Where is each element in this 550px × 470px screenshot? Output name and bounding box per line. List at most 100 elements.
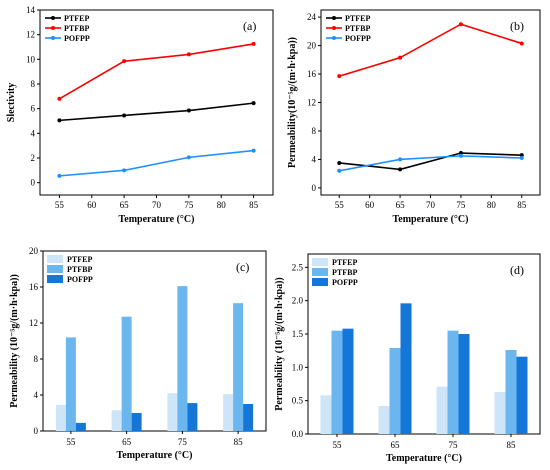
data-point-ptfep	[398, 167, 403, 172]
x-tick-label: 70	[426, 200, 436, 210]
chart-panel-1: 0 2 4 6 8 10 12 14 55 60 65 70 75 80 85 PTFEPPTFBPPOFPP…	[6, 5, 274, 225]
plot-frame	[307, 253, 541, 435]
data-point-pofpp	[337, 168, 342, 173]
bar-ptfbp	[177, 286, 188, 431]
y-tick-label: 0.5	[292, 396, 304, 406]
y-tick-label: 12	[29, 318, 38, 328]
y-axis-label: Permeability (10⁻⁵g/(m·h·kpa))	[274, 277, 285, 411]
panel-label: (a)	[243, 19, 256, 33]
data-point-ptfbp	[458, 22, 463, 27]
y-tick-label: 8	[31, 79, 36, 89]
legend-marker	[332, 26, 336, 30]
x-tick-label: 80	[217, 200, 227, 210]
series-line-ptfbp	[339, 23, 522, 77]
chart-panel-4: 0.0 0.5 1.0 1.5 2.0 2.5 55 65 75 85 PTFEPPTFBPPOFP…	[274, 253, 541, 464]
bar-ptfep	[111, 410, 122, 431]
y-tick-label: 10	[26, 54, 36, 64]
y-tick-label: 20	[29, 246, 39, 256]
bar-pofpp	[131, 413, 142, 431]
plot-frame	[42, 250, 267, 432]
series-line-ptfep	[339, 152, 522, 171]
y-tick-label: 20	[307, 41, 317, 51]
y-tick-label: 2.5	[292, 262, 304, 272]
data-point-pofpp	[122, 168, 127, 173]
legend-swatch	[312, 278, 328, 286]
series-line-ptfep	[59, 102, 254, 122]
legend-label: POFPP	[332, 278, 358, 287]
y-tick-label: 1.0	[292, 362, 304, 372]
data-point-pofpp	[519, 156, 524, 160]
y-tick-label: 8	[312, 126, 317, 136]
legend-label: PTFEP	[332, 258, 357, 267]
legend-label: PTFBP	[345, 24, 370, 33]
data-point-ptfbp	[186, 52, 191, 57]
data-point-pofpp	[251, 148, 256, 153]
data-point-ptfbp	[57, 96, 62, 101]
legend-swatch	[47, 265, 63, 273]
series-line-pofpp	[59, 149, 254, 177]
y-tick-label: 4	[312, 154, 317, 164]
x-axis-label: Temperature (°C)	[119, 214, 195, 225]
y-tick-label: 14	[26, 5, 36, 15]
legend-swatch	[47, 255, 63, 263]
legend-swatch	[47, 275, 63, 283]
x-tick-label: 60	[365, 200, 375, 210]
x-tick-label: 65	[120, 200, 130, 210]
bar-ptfbp	[447, 330, 459, 434]
legend-marker	[332, 36, 336, 40]
y-tick-label: 4	[34, 390, 39, 400]
bar-pofpp	[243, 404, 254, 431]
data-point-ptfep	[186, 108, 191, 113]
bar-pofpp	[516, 356, 528, 434]
bar-ptfep	[378, 406, 390, 434]
data-point-ptfbp	[519, 41, 524, 46]
data-point-ptfbp	[251, 41, 256, 46]
data-point-ptfbp	[337, 74, 342, 79]
y-tick-label: 0.0	[292, 429, 304, 439]
legend-label: PTFBP	[67, 265, 92, 274]
y-axis-label: Permeability (10⁻⁵g/(m·h·kpa))	[9, 274, 20, 408]
x-tick-label: 85	[249, 200, 259, 210]
panel-label: (c)	[236, 260, 249, 274]
data-point-ptfep	[458, 151, 463, 156]
x-axis-label: Temperature (°C)	[393, 214, 469, 225]
x-tick-label: 55	[335, 200, 345, 210]
y-tick-label: 12	[307, 98, 316, 108]
x-tick-label: 85	[234, 437, 244, 447]
legend-label: POFPP	[64, 34, 90, 43]
x-tick-label: 80	[487, 200, 497, 210]
bar-pofpp	[400, 303, 412, 434]
legend-marker	[51, 36, 55, 40]
legend-label: PTFEP	[345, 14, 370, 23]
data-point-ptfep	[337, 160, 342, 165]
bar-ptfep	[436, 386, 448, 434]
bar-ptfep	[320, 395, 332, 434]
y-tick-label: 1.5	[292, 329, 304, 339]
x-tick-label: 75	[184, 200, 194, 210]
chart-panel-2: 0 4 8 12 16 20 24 55 60 65 70 75 80 85 PTFEPPTFBPPOFPP…	[287, 9, 541, 225]
y-tick-label: 16	[29, 282, 39, 292]
y-tick-label: 6	[31, 104, 36, 114]
panel-label: (b)	[510, 19, 524, 33]
x-tick-label: 55	[66, 437, 76, 447]
bar-pofpp	[187, 403, 198, 431]
bar-ptfbp	[389, 348, 401, 434]
y-axis-label: Permeability(10⁻⁵g/(m·h·kpa))	[287, 37, 298, 168]
x-tick-label: 55	[55, 200, 65, 210]
x-tick-label: 65	[396, 200, 406, 210]
panel-label: (d)	[510, 263, 524, 277]
data-point-ptfep	[519, 153, 524, 158]
data-point-pofpp	[458, 153, 463, 158]
y-axis-label: Slectivity	[6, 83, 17, 122]
bar-ptfbp	[505, 350, 517, 434]
series-line-ptfbp	[59, 43, 254, 100]
data-point-ptfep	[251, 101, 256, 106]
x-tick-label: 65	[391, 440, 401, 450]
data-point-ptfbp	[398, 55, 403, 60]
data-point-pofpp	[57, 173, 62, 178]
x-tick-label: 60	[87, 200, 97, 210]
series-line-pofpp	[339, 155, 522, 172]
legend-marker	[51, 26, 55, 30]
